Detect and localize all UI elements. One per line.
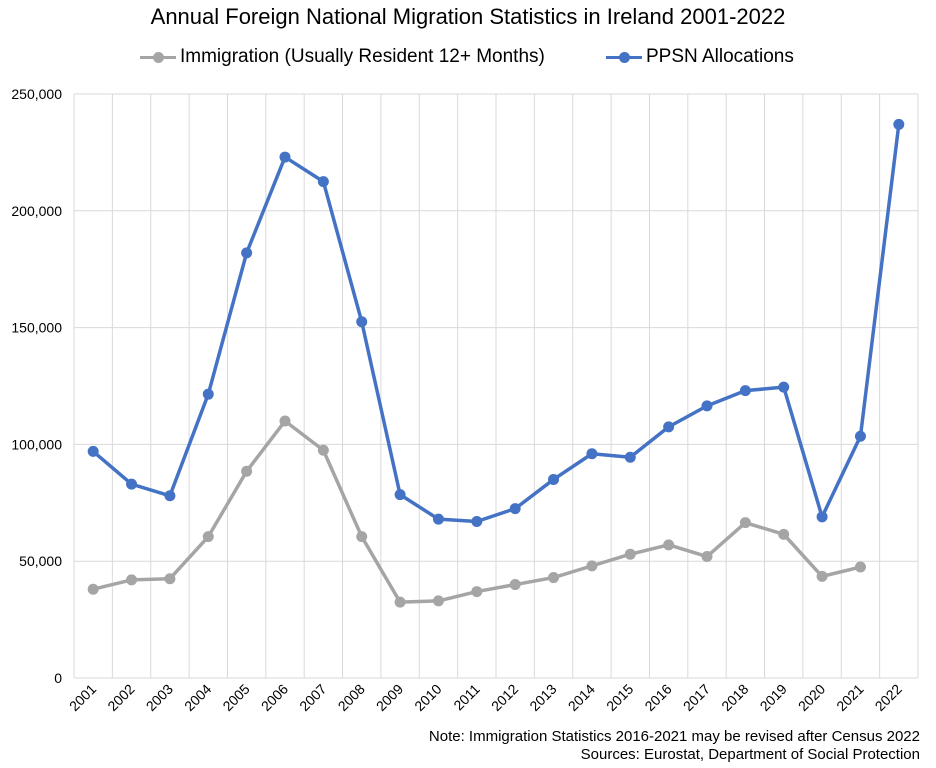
x-tick-label: 2003 <box>143 681 176 714</box>
data-point-immigration <box>279 415 291 427</box>
data-point-ppsn <box>164 490 176 502</box>
data-point-ppsn <box>893 118 905 130</box>
data-point-ppsn <box>356 316 368 328</box>
x-tick-label: 2015 <box>603 681 636 714</box>
x-tick-label: 2002 <box>104 681 137 714</box>
data-point-immigration <box>739 517 751 529</box>
x-tick-label: 2014 <box>565 681 598 714</box>
data-point-immigration <box>548 572 560 584</box>
x-tick-label: 2004 <box>181 681 214 714</box>
x-tick-label: 2001 <box>66 681 99 714</box>
series-line-ppsn <box>92 124 901 524</box>
chart-title: Annual Foreign National Migration Statis… <box>150 4 786 29</box>
data-point-ppsn <box>202 388 214 400</box>
data-point-ppsn <box>509 503 521 515</box>
data-point-ppsn <box>471 515 483 527</box>
legend: Immigration (Usually Resident 12+ Months… <box>0 46 936 72</box>
y-tick-label: 100,000 <box>11 436 62 452</box>
x-tick-label: 2019 <box>757 681 790 714</box>
data-point-immigration <box>356 531 368 543</box>
data-point-immigration <box>778 528 790 540</box>
x-tick-label: 2013 <box>526 681 559 714</box>
x-tick-label: 2007 <box>296 681 329 714</box>
data-point-immigration <box>126 574 138 586</box>
x-tick-label: 2009 <box>373 681 406 714</box>
data-point-ppsn <box>432 513 444 525</box>
legend-marker-icon <box>606 46 642 68</box>
x-tick-label: 2022 <box>872 681 905 714</box>
footnote: Note: Immigration Statistics 2016-2021 m… <box>429 728 920 764</box>
legend-label-immigration: Immigration (Usually Resident 12+ Months… <box>180 46 545 67</box>
y-tick-label: 200,000 <box>11 203 62 219</box>
data-point-immigration <box>701 551 713 563</box>
data-point-immigration <box>394 596 406 608</box>
y-tick-label: 50,000 <box>19 553 62 569</box>
legend-item-immigration: Immigration (Usually Resident 12+ Months… <box>140 46 545 68</box>
data-point-ppsn <box>87 445 99 457</box>
data-point-ppsn <box>624 451 636 463</box>
data-point-ppsn <box>317 176 329 188</box>
data-point-immigration <box>586 560 598 572</box>
x-tick-label: 2018 <box>718 681 751 714</box>
data-point-ppsn <box>394 489 406 501</box>
data-point-immigration <box>202 531 214 543</box>
data-point-ppsn <box>241 247 253 259</box>
x-tick-label: 2011 <box>450 681 483 714</box>
data-point-immigration <box>624 548 636 560</box>
data-point-ppsn <box>816 511 828 523</box>
x-tick-label: 2021 <box>833 681 866 714</box>
data-point-ppsn <box>854 430 866 442</box>
x-tick-label: 2016 <box>641 681 674 714</box>
x-tick-label: 2008 <box>335 681 368 714</box>
data-point-ppsn <box>701 400 713 412</box>
data-point-ppsn <box>663 421 675 433</box>
data-point-immigration <box>164 573 176 585</box>
x-tick-label: 2017 <box>680 681 713 714</box>
data-point-ppsn <box>586 448 598 460</box>
data-point-ppsn <box>279 151 291 163</box>
data-point-immigration <box>87 583 99 595</box>
data-point-ppsn <box>126 478 138 490</box>
sources-text: Sources: Eurostat, Department of Social … <box>580 746 920 763</box>
data-point-immigration <box>432 595 444 607</box>
data-point-ppsn <box>548 473 560 485</box>
x-tick-label: 2010 <box>411 681 444 714</box>
x-tick-label: 2005 <box>219 681 252 714</box>
data-point-immigration <box>663 539 675 551</box>
x-tick-label: 2020 <box>795 681 828 714</box>
data-point-immigration <box>241 465 253 477</box>
y-tick-label: 0 <box>54 670 62 686</box>
series-line-immigration <box>92 419 861 604</box>
y-tick-label: 150,000 <box>11 320 62 336</box>
legend-label-ppsn: PPSN Allocations <box>646 46 794 67</box>
data-point-immigration <box>471 586 483 598</box>
legend-marker-icon <box>140 46 176 68</box>
data-point-immigration <box>816 570 828 582</box>
data-point-ppsn <box>778 381 790 393</box>
y-tick-label: 250,000 <box>11 86 62 102</box>
data-point-ppsn <box>739 385 751 397</box>
data-point-immigration <box>854 561 866 573</box>
note-text: Note: Immigration Statistics 2016-2021 m… <box>428 728 920 745</box>
data-point-immigration <box>317 444 329 456</box>
x-tick-label: 2006 <box>258 681 291 714</box>
x-tick-label: 2012 <box>488 681 521 714</box>
data-point-immigration <box>509 579 521 591</box>
legend-item-ppsn: PPSN Allocations <box>606 46 794 68</box>
